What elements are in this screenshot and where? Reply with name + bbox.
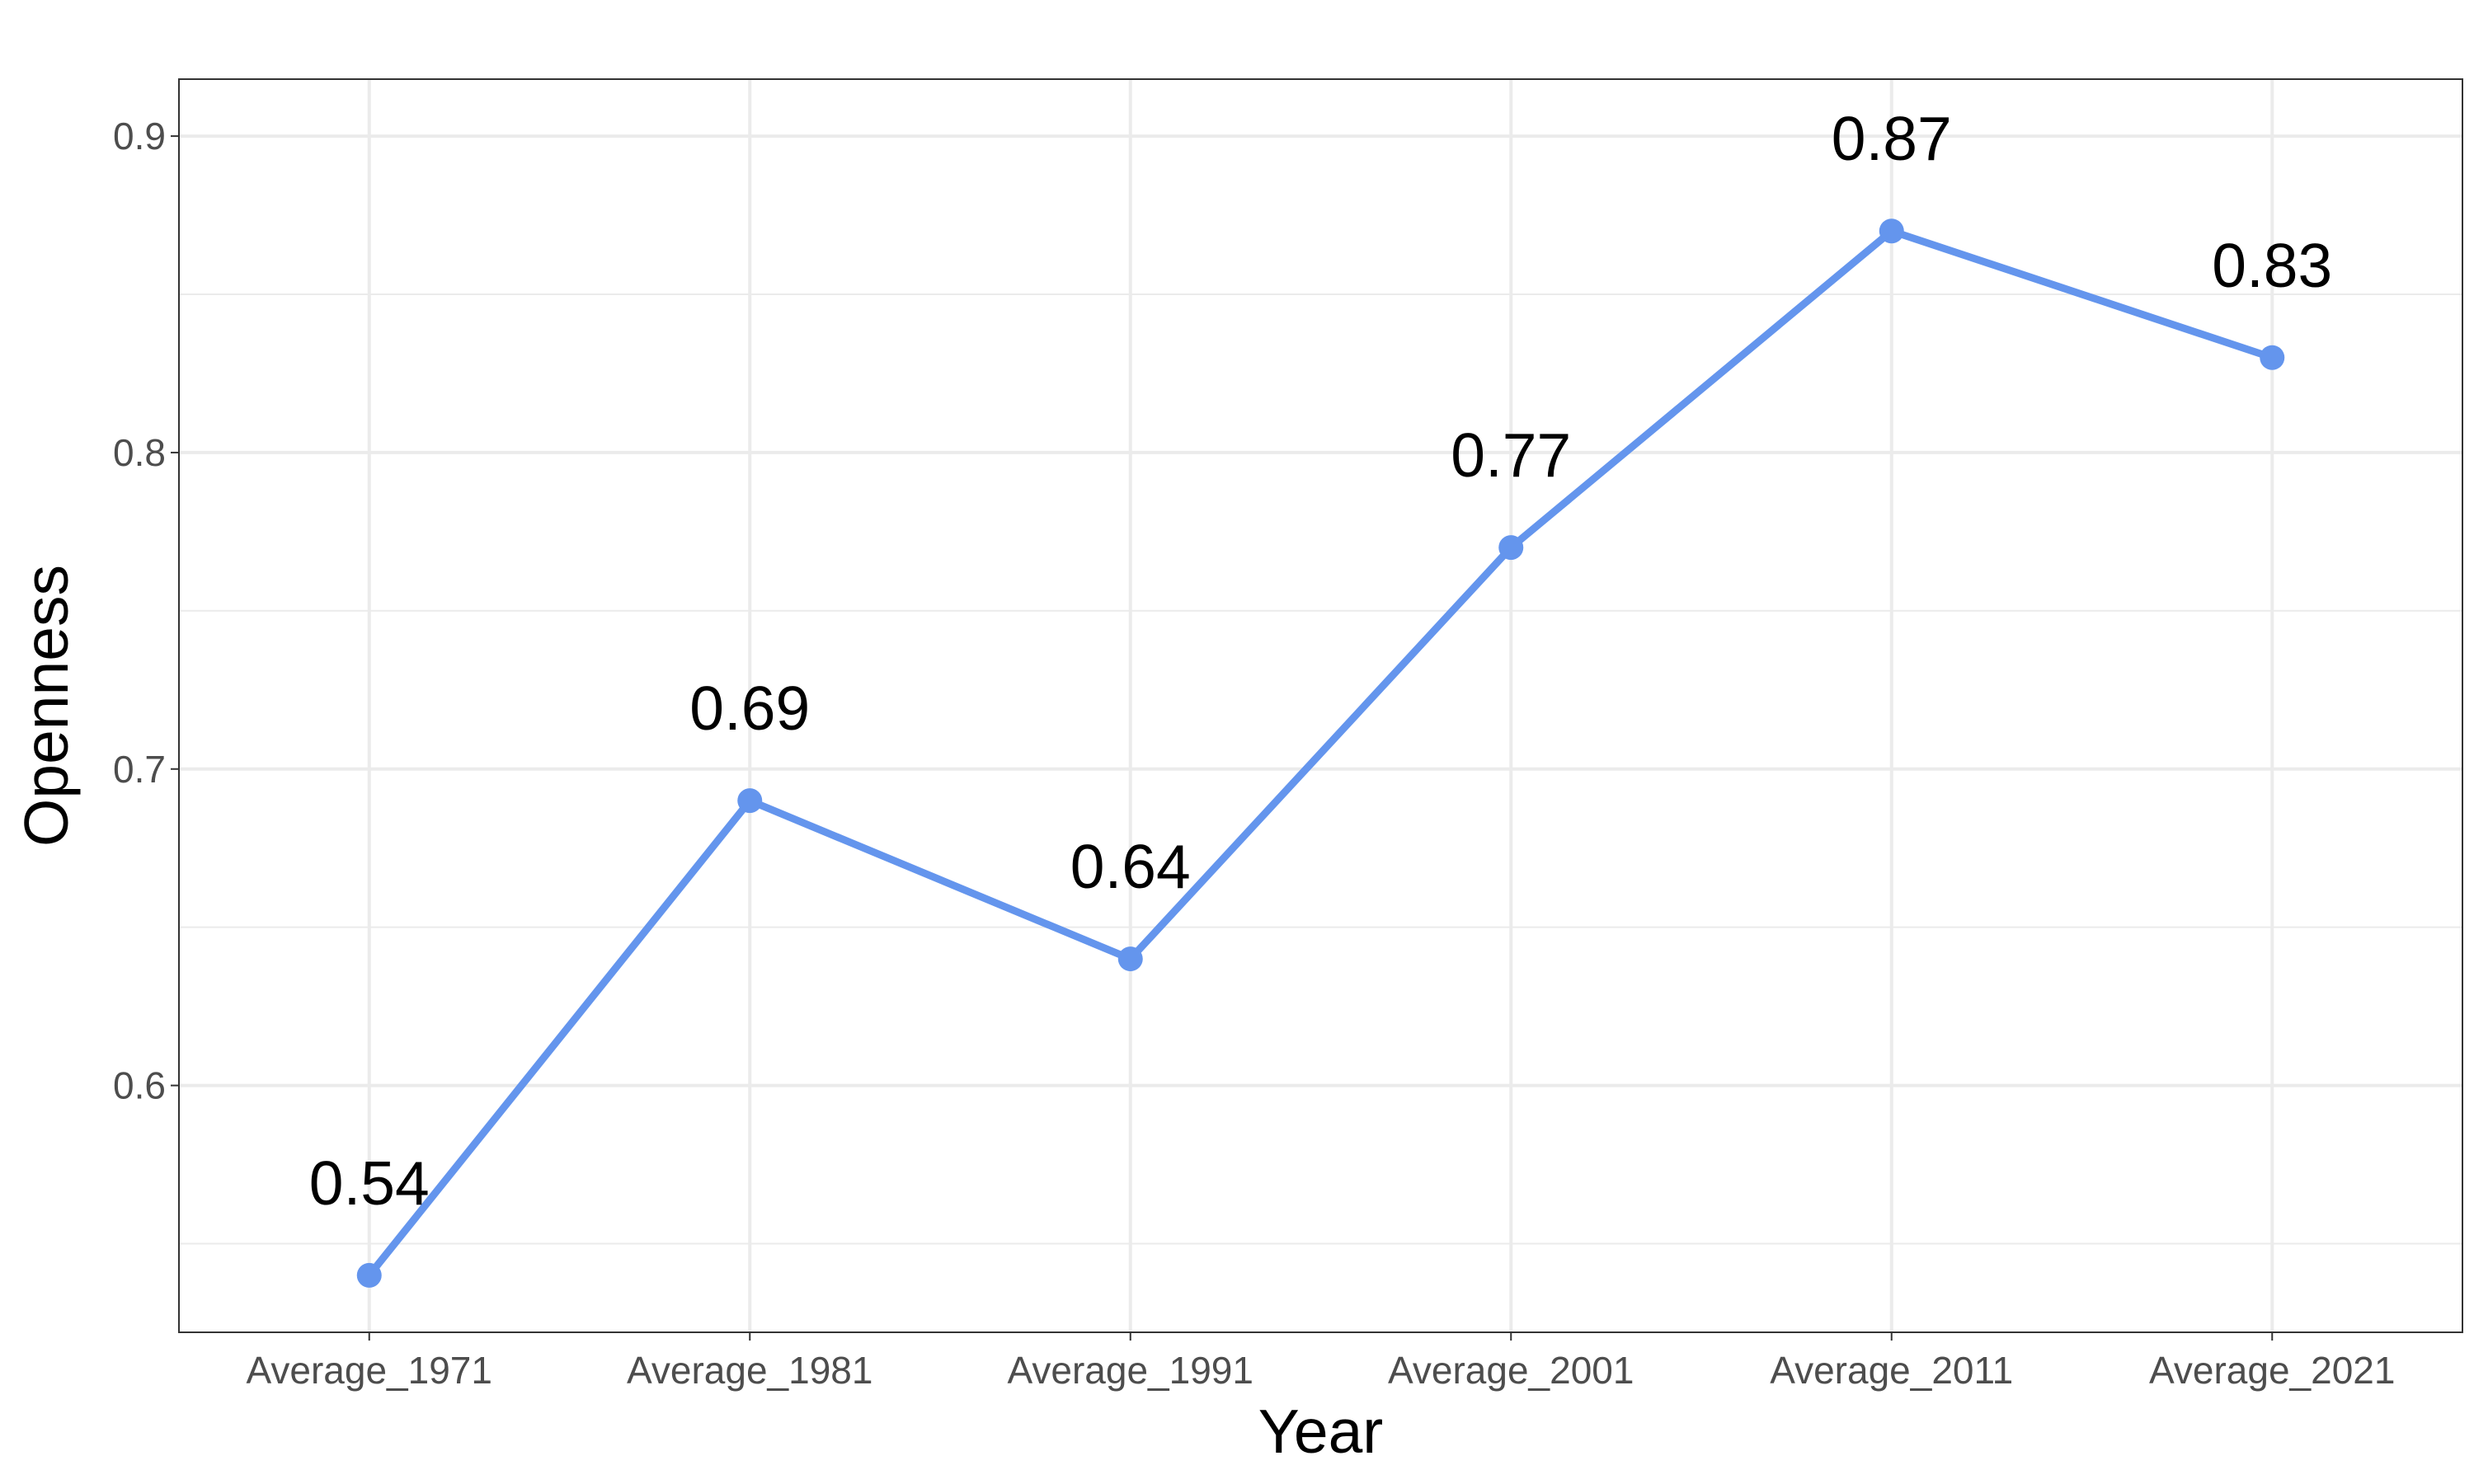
- data-point: [356, 1262, 382, 1288]
- y-tick-label: 0.7: [113, 748, 166, 791]
- x-tick-label: Average_1981: [627, 1349, 872, 1392]
- x-tick-label: Average_2021: [2149, 1349, 2395, 1392]
- data-point: [737, 788, 763, 814]
- data-label: 0.69: [689, 674, 810, 743]
- data-point: [1117, 946, 1143, 972]
- x-tick-label: Average_2011: [1770, 1349, 2013, 1392]
- panel-border: [178, 78, 2463, 1333]
- y-tick-label: 0.6: [113, 1064, 166, 1107]
- data-label: 0.77: [1451, 420, 1571, 490]
- y-tick-label: 0.9: [113, 115, 166, 157]
- x-axis-title: Year: [1258, 1397, 1384, 1466]
- y-axis: 0.6 0.7 0.8 0.9: [113, 115, 179, 1107]
- x-tick-label: Average_1971: [247, 1349, 492, 1392]
- data-label: 0.83: [2212, 231, 2332, 300]
- x-tick-label: Average_2001: [1388, 1349, 1634, 1392]
- y-axis-title: Openness: [12, 565, 81, 847]
- data-label: 0.54: [309, 1148, 430, 1218]
- data-labels: 0.54 0.69 0.64 0.77 0.87 0.83: [309, 104, 2332, 1218]
- data-label: 0.87: [1832, 104, 1952, 173]
- data-point: [1498, 535, 1524, 561]
- x-tick-label: Average_1991: [1008, 1349, 1253, 1392]
- data-label: 0.64: [1070, 832, 1191, 901]
- data-point: [2260, 345, 2285, 370]
- series-openness: [356, 218, 2285, 1288]
- data-point: [1879, 218, 1904, 244]
- major-gridlines: [179, 79, 2462, 1332]
- y-tick-label: 0.8: [113, 431, 166, 474]
- x-axis: Average_1971 Average_1981 Average_1991 Aver…: [247, 1332, 2395, 1392]
- series-line: [365, 227, 2276, 1280]
